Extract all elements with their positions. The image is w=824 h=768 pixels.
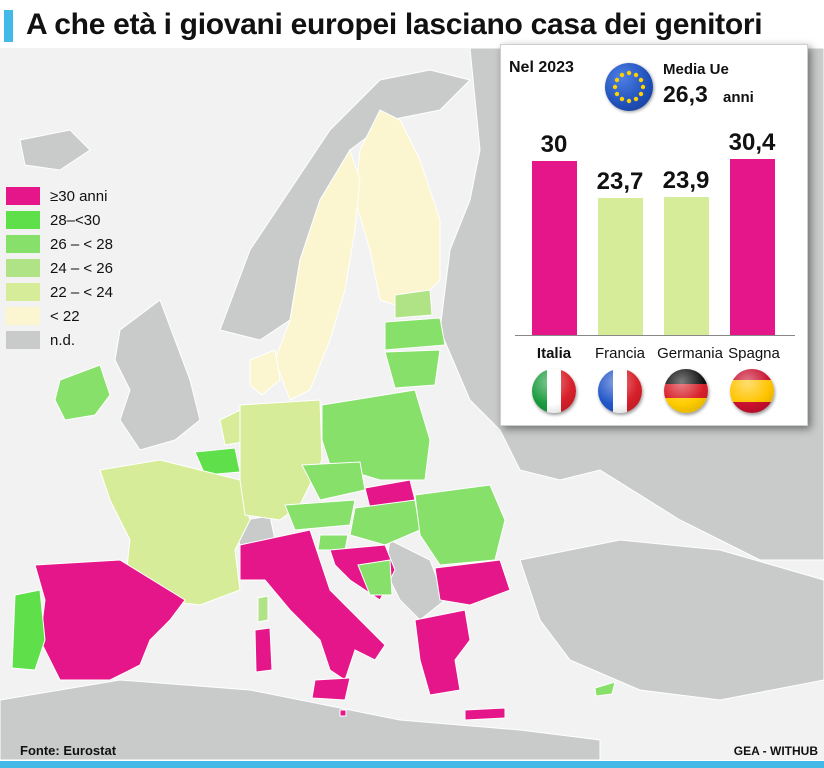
legend-swatch xyxy=(6,283,40,301)
eu-flag-icon xyxy=(605,63,653,111)
category-label-francia: Francia xyxy=(594,345,646,362)
region-estonia xyxy=(394,289,433,319)
region-hungary xyxy=(349,499,421,546)
region-cyprus xyxy=(594,681,616,697)
bar-value-label: 23,9 xyxy=(662,166,710,194)
page-title: A che età i giovani europei lasciano cas… xyxy=(26,8,763,41)
region-crete xyxy=(464,707,506,721)
legend-item: 24 – < 26 xyxy=(6,256,113,280)
region-corsica xyxy=(257,595,269,623)
region-czechia xyxy=(301,461,366,501)
region-uk xyxy=(114,299,201,451)
legend-swatch xyxy=(6,235,40,253)
region-poland xyxy=(321,389,431,481)
eu-average-label: Media Ue xyxy=(663,61,729,78)
legend-label: 26 – < 28 xyxy=(50,235,113,253)
chart-panel: Nel 2023 Media Ue 26,3 anni 30 23,7 23,9 30… xyxy=(500,44,808,426)
region-bosnia xyxy=(357,559,393,596)
region-malta xyxy=(339,709,347,717)
region-slovenia xyxy=(317,534,349,551)
chart-baseline xyxy=(515,335,795,336)
region-sicily xyxy=(311,677,351,701)
legend-item: < 22 xyxy=(6,304,113,328)
legend-label: n.d. xyxy=(50,331,76,349)
bar-value-label: 30,4 xyxy=(728,129,776,156)
region-france xyxy=(99,459,251,606)
legend-item: 26 – < 28 xyxy=(6,232,113,256)
legend-item: 22 – < 24 xyxy=(6,280,113,304)
category-label-spagna: Spagna xyxy=(728,345,780,362)
credit-label: GEA - WITHUB xyxy=(733,744,818,758)
region-italy xyxy=(239,529,386,681)
bar-francia xyxy=(598,197,643,335)
source-label: Fonte: Eurostat xyxy=(20,743,117,758)
eu-average-value: 26,3 xyxy=(663,81,708,107)
legend: ≥30 anni 28–<30 26 – < 28 24 – < 26 22 –… xyxy=(6,184,113,352)
region-ireland xyxy=(54,364,111,421)
region-romania xyxy=(414,484,506,566)
legend-item: ≥30 anni xyxy=(6,184,113,208)
legend-label: 28–<30 xyxy=(50,211,101,229)
region-sweden xyxy=(274,148,361,401)
bar-germania xyxy=(664,196,709,335)
bar-value-label: 30 xyxy=(540,131,568,159)
legend-label: 24 – < 26 xyxy=(50,259,113,277)
year-label: Nel 2023 xyxy=(509,59,574,76)
region-north-africa xyxy=(0,679,601,760)
region-latvia xyxy=(384,317,446,351)
legend-label: ≥30 anni xyxy=(50,187,108,205)
bar-spagna xyxy=(730,159,775,335)
germany-flag-icon xyxy=(664,369,708,413)
category-label-italia: Italia xyxy=(536,345,572,362)
legend-label: < 22 xyxy=(50,307,80,325)
legend-swatch xyxy=(6,187,40,205)
region-turkey xyxy=(519,539,824,701)
region-bulgaria xyxy=(434,559,511,606)
region-iceland xyxy=(19,129,91,171)
category-label-germania: Germania xyxy=(657,345,723,362)
bottom-bar xyxy=(0,761,824,768)
legend-item: n.d. xyxy=(6,328,113,352)
legend-item: 28–<30 xyxy=(6,208,113,232)
region-sardinia xyxy=(254,627,273,673)
france-flag-icon xyxy=(598,369,642,413)
spain-flag-icon xyxy=(730,369,774,413)
legend-swatch xyxy=(6,307,40,325)
legend-label: 22 – < 24 xyxy=(50,283,113,301)
legend-swatch xyxy=(6,331,40,349)
region-finland xyxy=(354,109,441,311)
region-lithuania xyxy=(384,349,441,389)
region-germany xyxy=(239,399,323,521)
italy-flag-icon xyxy=(532,369,576,413)
bar-value-label: 23,7 xyxy=(596,167,644,195)
region-greece xyxy=(414,609,471,696)
accent-bar xyxy=(4,10,13,42)
eu-average-unit: anni xyxy=(723,89,754,106)
region-austria xyxy=(284,499,356,531)
legend-swatch xyxy=(6,211,40,229)
region-portugal xyxy=(11,589,46,671)
region-denmark xyxy=(249,349,281,396)
legend-swatch xyxy=(6,259,40,277)
bar-italia xyxy=(532,161,577,335)
